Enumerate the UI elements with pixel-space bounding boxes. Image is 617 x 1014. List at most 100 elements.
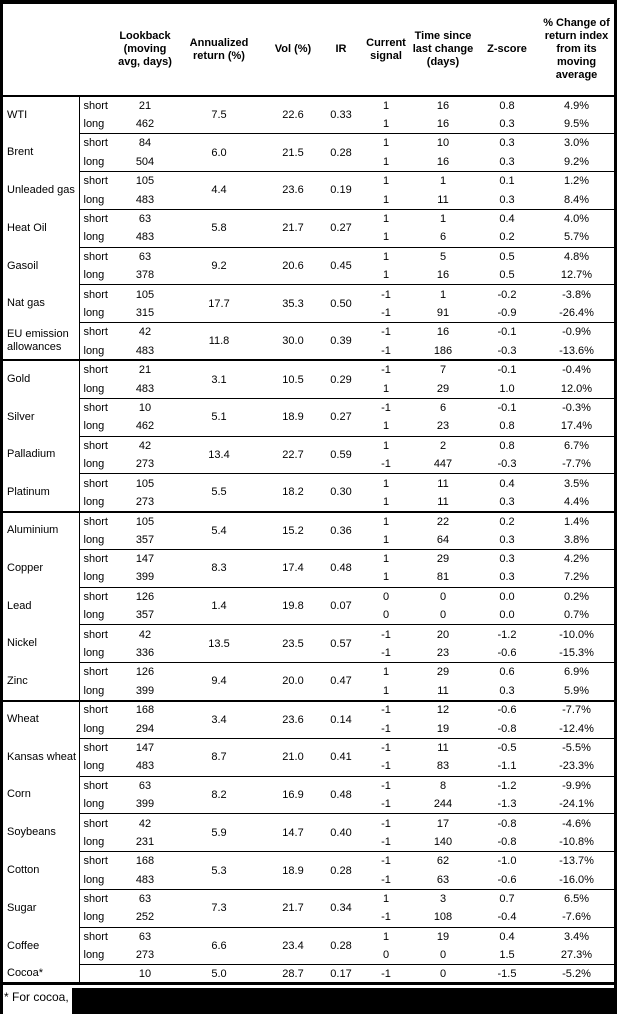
time-since-cell: 19 xyxy=(411,926,475,947)
lookback-cell: 168 xyxy=(117,699,173,720)
header-commodity xyxy=(3,4,79,97)
vol-cell: 21.7 xyxy=(265,888,321,928)
pct-change-cell: -16.0% xyxy=(559,873,594,886)
header-ir: IR xyxy=(321,4,361,97)
zscore-cell: 0.8 xyxy=(475,95,539,115)
time-since-cell: 1 xyxy=(411,284,475,304)
zscore-cell: -0.1 xyxy=(475,359,539,380)
momentum-signals-table: Lookback (moving avg, days) Annualized r… xyxy=(3,4,614,986)
horizon-cell: long xyxy=(83,873,105,886)
horizon-cell: short xyxy=(79,208,117,229)
pct-change-cell: -24.1% xyxy=(559,798,594,811)
lookback-cell: 462 xyxy=(135,420,155,433)
signal-cell: 1 xyxy=(382,684,390,697)
annualized-return-cell: 6.6 xyxy=(173,926,265,965)
horizon-cell: long xyxy=(83,533,105,546)
ir-cell: 0.47 xyxy=(321,662,361,701)
signal-cell: -1 xyxy=(361,851,411,871)
annualized-return-cell: 1.4 xyxy=(173,586,265,625)
time-since-cell: 29 xyxy=(411,548,475,569)
pct-change-cell: 27.3% xyxy=(560,949,593,962)
vol-cell: 20.6 xyxy=(265,246,321,285)
ir-cell: 0.27 xyxy=(321,397,361,437)
header-zscore: Z-score xyxy=(475,4,539,97)
signal-cell: 1 xyxy=(382,193,390,206)
lookback-cell: 168 xyxy=(117,851,173,871)
pct-change-cell: 3.8% xyxy=(563,533,590,546)
ir-cell: 0.39 xyxy=(321,322,361,361)
horizon-cell: long xyxy=(83,722,105,735)
horizon-cell: short xyxy=(79,435,117,455)
pct-change-cell: 3.0% xyxy=(539,133,614,153)
vol-cell: 30.0 xyxy=(265,322,321,361)
table-row: long 462 1 16 0.3 9.5% xyxy=(3,115,614,134)
annualized-return-cell: 5.1 xyxy=(173,397,265,437)
header-annualized-return: Annualized return (%) xyxy=(173,4,265,97)
commodity-name-cell: Copper xyxy=(3,549,80,588)
signal-cell: 1 xyxy=(361,95,411,115)
time-since-cell: 0 xyxy=(411,586,475,607)
signal-cell: -1 xyxy=(381,647,391,660)
lookback-cell: 10 xyxy=(117,397,173,418)
lookback-cell: 483 xyxy=(135,382,155,395)
pct-change-cell: 1.4% xyxy=(539,510,614,531)
zscore-cell: 0.3 xyxy=(475,133,539,153)
horizon-cell: short xyxy=(79,775,117,795)
lookback-cell: 399 xyxy=(135,798,155,811)
table-row: long 399 1 81 0.3 7.2% xyxy=(3,568,614,587)
signal-cell: 1 xyxy=(361,246,411,267)
signal-cell: 1 xyxy=(361,435,411,455)
signal-cell: -1 xyxy=(361,699,411,720)
annualized-return-cell: 5.4 xyxy=(173,510,265,550)
vol-cell: 21.5 xyxy=(265,133,321,172)
signal-cell: -1 xyxy=(381,306,391,319)
ir-cell: 0.29 xyxy=(321,359,361,399)
zscore-cell: 0.3 xyxy=(499,684,515,697)
pct-change-cell: -10.0% xyxy=(539,624,614,644)
annualized-return-cell: 8.2 xyxy=(173,775,265,814)
signal-cell: 1 xyxy=(361,510,411,531)
zscore-cell: -0.3 xyxy=(497,458,517,471)
pct-change-cell: -13.7% xyxy=(539,851,614,871)
commodity-name-cell: Zinc xyxy=(3,662,80,701)
zscore-cell: 0.0 xyxy=(475,586,539,607)
zscore-cell: 0.2 xyxy=(499,231,515,244)
table-row: Sugar short 63 7.3 21.7 0.34 1 3 0.7 6.5% xyxy=(3,888,614,928)
table-row: Nat gas short 105 17.7 35.3 0.50 -1 1 -0.2 -3.8% xyxy=(3,284,614,323)
table-row: long 252 -1 108 -0.4 -7.6% xyxy=(3,908,614,927)
lookback-cell: 42 xyxy=(117,435,173,455)
zscore-cell: 0.4 xyxy=(475,473,539,493)
table-row: long 483 1 11 0.3 8.4% xyxy=(3,190,614,209)
horizon-cell: short xyxy=(79,171,117,191)
pct-change-cell: -3.8% xyxy=(539,284,614,304)
time-since-cell: 108 xyxy=(433,911,453,924)
horizon-cell: long xyxy=(83,571,105,584)
lookback-cell: 483 xyxy=(135,344,155,357)
table-row: Platinum short 105 5.5 18.2 0.30 1 11 0.4 3.5% xyxy=(3,473,614,512)
commodity-name-cell: Sugar xyxy=(3,889,80,928)
zscore-cell: 0.0 xyxy=(499,609,515,622)
signal-cell: 1 xyxy=(382,420,390,433)
pct-change-cell: 0.2% xyxy=(539,586,614,607)
ir-cell: 0.50 xyxy=(321,284,361,323)
zscore-cell: 0.7 xyxy=(475,888,539,909)
time-since-cell: 16 xyxy=(411,95,475,115)
pct-change-cell: -7.7% xyxy=(539,699,614,720)
redaction-bar xyxy=(72,988,614,1014)
time-since-cell: 0 xyxy=(439,609,447,622)
vol-cell: 18.9 xyxy=(265,397,321,437)
vol-cell: 28.7 xyxy=(265,964,321,984)
table-row: long 294 -1 19 -0.8 -12.4% xyxy=(3,719,614,738)
zscore-cell: 0.8 xyxy=(475,435,539,455)
time-since-cell: 17 xyxy=(411,813,475,833)
signal-cell: 1 xyxy=(382,382,390,395)
vol-cell: 23.5 xyxy=(265,624,321,663)
commodity-name-cell: Aluminium xyxy=(3,510,80,550)
commodity-name-cell: Cocoa* xyxy=(3,964,80,984)
pct-change-cell: 4.8% xyxy=(539,246,614,267)
time-since-cell: 6 xyxy=(439,231,447,244)
pct-change-cell: -4.6% xyxy=(539,813,614,833)
signal-cell: -1 xyxy=(381,798,391,811)
time-since-cell: 63 xyxy=(436,873,450,886)
